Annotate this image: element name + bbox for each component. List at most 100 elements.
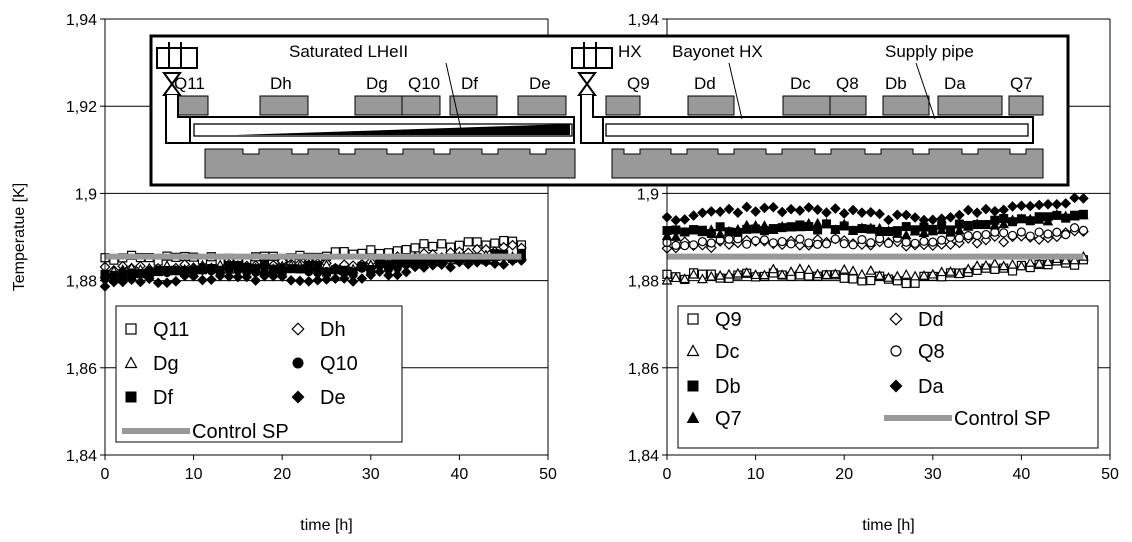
data-point	[768, 224, 779, 235]
data-point	[135, 269, 145, 279]
data-point	[1060, 210, 1071, 221]
legend-label-q10: Q10	[320, 353, 358, 375]
data-point	[1033, 214, 1045, 224]
data-point	[847, 204, 859, 216]
data-point	[945, 265, 956, 276]
data-point	[865, 206, 877, 218]
x-tick-label: 0	[663, 466, 672, 483]
data-point	[980, 219, 992, 229]
data-point	[750, 206, 761, 217]
data-point	[776, 220, 788, 231]
data-point	[945, 239, 956, 250]
legend: Q9 Dd Dc Q8 Db Da Q7 Control SP	[677, 305, 1099, 449]
data-point	[768, 201, 779, 213]
data-point	[206, 274, 217, 285]
magnet-top-10	[829, 95, 867, 116]
y-tick-label: 1,94	[628, 12, 659, 29]
magnet-band-left	[204, 148, 576, 179]
data-point	[1078, 225, 1089, 235]
legend-marker-dg	[124, 356, 138, 369]
data-point	[971, 260, 983, 270]
data-point	[954, 209, 965, 221]
data-point	[785, 203, 797, 215]
data-point	[338, 273, 350, 284]
data-point	[152, 277, 164, 289]
data-point	[135, 276, 146, 288]
data-point	[794, 221, 806, 232]
data-point	[856, 268, 868, 279]
legend-marker-q10	[292, 357, 304, 369]
y-tick-label: 1,88	[628, 274, 659, 291]
data-point	[1069, 254, 1080, 265]
magnet-label-dg: Dg	[366, 74, 388, 93]
riser-left	[165, 95, 191, 144]
data-point	[714, 228, 726, 239]
data-point	[680, 240, 690, 251]
legend-label-dg: Dg	[153, 353, 179, 375]
data-point	[250, 275, 261, 286]
data-point	[776, 269, 788, 279]
x-tick-label: 50	[539, 466, 557, 483]
data-point	[679, 273, 691, 284]
data-point	[750, 269, 762, 280]
data-point	[1015, 260, 1027, 271]
data-point	[1078, 209, 1089, 220]
pipe-right-inner	[605, 123, 1029, 137]
leader-supply	[915, 62, 936, 120]
data-point	[1069, 192, 1080, 204]
data-point	[1042, 215, 1054, 226]
data-point	[962, 204, 974, 216]
data-point	[401, 244, 411, 255]
data-point	[928, 237, 938, 247]
data-point	[848, 274, 858, 284]
series-q8	[662, 223, 1089, 251]
x-tick-label: 40	[451, 466, 469, 483]
data-point	[714, 269, 726, 280]
data-point	[909, 225, 921, 236]
y-tick-label: 1,86	[66, 361, 97, 378]
data-point	[874, 222, 885, 233]
data-point	[821, 217, 832, 228]
data-point	[303, 276, 315, 287]
data-point	[812, 204, 823, 215]
data-point	[972, 230, 982, 241]
data-point	[1016, 213, 1027, 224]
data-point	[838, 218, 850, 229]
data-point	[1069, 210, 1080, 221]
data-point	[1007, 201, 1018, 212]
data-point	[197, 274, 208, 286]
data-point	[874, 270, 886, 280]
leader-saturated	[445, 62, 463, 135]
legend-label-q9: Q9	[715, 309, 742, 331]
data-point	[927, 214, 939, 226]
data-point	[462, 258, 474, 270]
x-tick-label: 0	[101, 466, 110, 483]
legend-box	[677, 305, 1099, 449]
x-axis-title: time [h]	[862, 517, 914, 534]
magnet-label-dh: Dh	[270, 74, 292, 93]
y-axis-title: Temperatue [K]	[11, 183, 28, 292]
data-point	[838, 263, 850, 274]
data-point	[866, 238, 876, 248]
magnet-top-5	[449, 95, 498, 116]
data-point	[874, 208, 885, 220]
magnet-label-dd: Dd	[694, 74, 716, 93]
magnet-top-6	[517, 95, 567, 116]
data-point	[785, 222, 797, 232]
data-point	[286, 264, 296, 274]
riser-mid	[580, 95, 604, 144]
data-point	[392, 269, 403, 281]
magnet-label-q9: Q9	[627, 74, 650, 93]
data-point	[847, 265, 859, 276]
data-point	[794, 239, 806, 251]
data-point	[330, 273, 341, 284]
data-point	[489, 258, 501, 269]
x-tick-label: 10	[747, 466, 765, 483]
data-point	[901, 278, 911, 289]
data-point	[1061, 230, 1071, 240]
data-point	[741, 201, 753, 213]
legend-label-dd: Dd	[918, 309, 944, 331]
legend-label-control-sp: Control SP	[954, 408, 1051, 430]
data-point	[1051, 209, 1063, 219]
diagram-label-1: Saturated LHeII	[289, 42, 408, 61]
